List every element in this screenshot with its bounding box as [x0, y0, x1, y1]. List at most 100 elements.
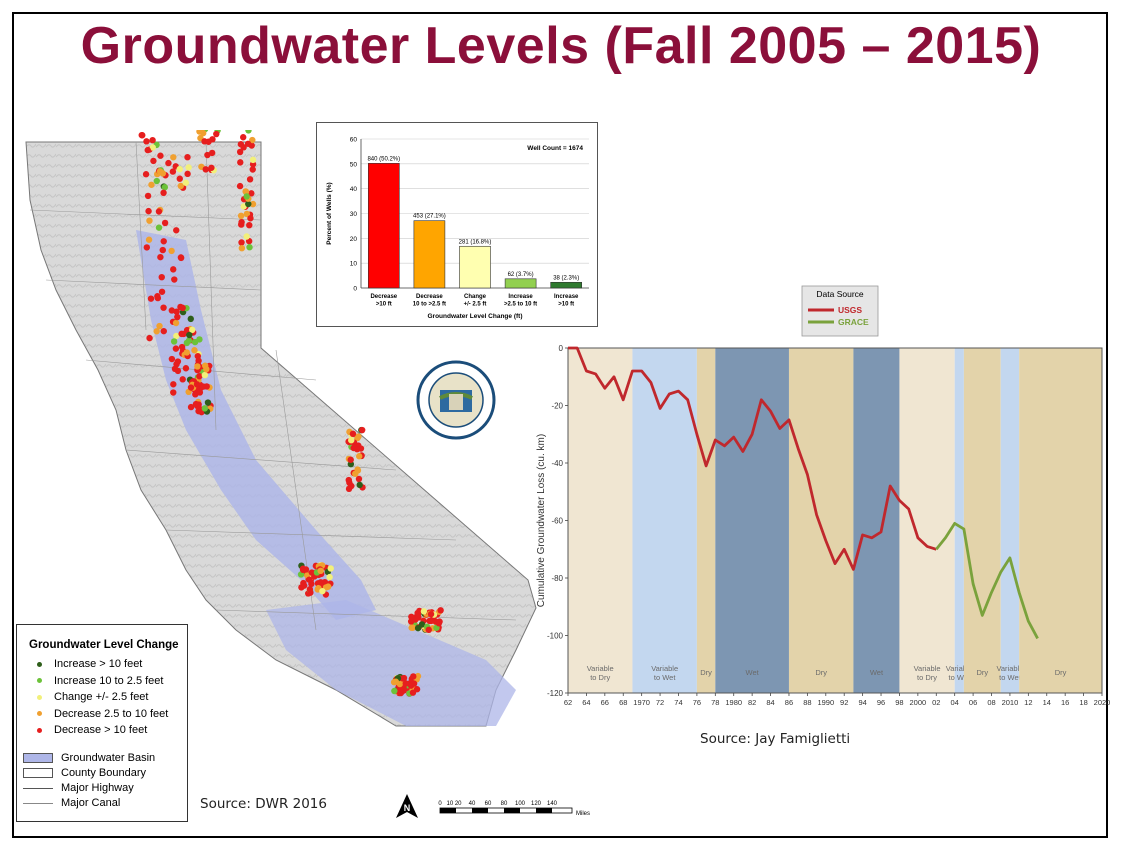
well-point — [172, 319, 180, 327]
legend-label: Major Highway — [61, 782, 134, 794]
well-point — [247, 215, 254, 222]
well-point — [191, 347, 198, 354]
well-point — [146, 334, 153, 342]
scale-unit: Miles — [576, 811, 590, 817]
well-point — [317, 567, 324, 575]
period-label: Variable — [946, 664, 973, 673]
line-ytick-label: -80 — [551, 574, 563, 583]
well-point — [160, 304, 167, 311]
bar-category-label: Decrease — [370, 294, 397, 300]
legend-marker — [37, 727, 42, 733]
line-xtick-label: 2020 — [1094, 698, 1110, 707]
line-ytick-label: -100 — [547, 632, 564, 641]
period-label: to Dry — [590, 673, 610, 682]
well-point — [196, 373, 203, 380]
well-point — [185, 337, 193, 344]
legend-label: Major Canal — [61, 797, 121, 809]
scale-tick-label: 120 — [531, 801, 542, 807]
well-point — [306, 576, 313, 583]
well-point — [244, 140, 252, 147]
well-points — [138, 130, 444, 697]
line-legend-label: USGS — [838, 305, 862, 315]
line-xtick-label: 72 — [656, 698, 664, 707]
line-xtick-label: 82 — [748, 698, 756, 707]
legend-swatch — [23, 753, 53, 763]
well-point — [410, 673, 417, 680]
period-band — [788, 348, 854, 693]
line-xtick-label: 16 — [1061, 698, 1069, 707]
line-legend-title: Data Source — [816, 289, 864, 299]
well-point — [155, 224, 163, 231]
line-xtick-label: 1990 — [817, 698, 834, 707]
well-point — [184, 154, 191, 161]
bar-data-label: 38 (2.3%) — [553, 275, 579, 281]
line-ytick-label: 0 — [559, 344, 564, 353]
slide-title: Groundwater Levels (Fall 2005 – 2015) — [80, 17, 1042, 75]
bar-data-label: 840 (50.2%) — [367, 156, 400, 162]
well-point — [160, 327, 167, 335]
bar — [413, 220, 446, 289]
bar-y-label: Percent of Wells (%) — [326, 182, 333, 244]
well-point — [144, 146, 151, 154]
well-point — [324, 583, 332, 590]
period-band — [853, 348, 900, 693]
well-point — [326, 573, 333, 581]
well-point — [179, 304, 186, 312]
well-point — [237, 141, 245, 148]
legend-marker — [37, 661, 42, 667]
legend-item: Increase 10 to 2.5 feet — [37, 674, 163, 688]
well-point — [240, 134, 247, 141]
period-band — [568, 348, 633, 693]
legend-title: Groundwater Level Change — [29, 639, 179, 651]
well-point — [358, 426, 366, 434]
legend-marker — [37, 711, 42, 716]
well-point — [408, 624, 415, 631]
well-point — [249, 166, 256, 173]
scale-tick-label: 0 — [438, 801, 442, 807]
well-point — [155, 208, 163, 215]
well-point — [350, 444, 357, 452]
legend-item: Increase > 10 feet — [37, 657, 142, 671]
well-point — [170, 338, 178, 345]
well-point — [156, 168, 164, 175]
groundwater-basin-central — [136, 230, 376, 620]
line-xtick-label: 74 — [674, 698, 682, 707]
map-legend: Groundwater Level Change Increase > 10 f… — [16, 624, 188, 822]
legend-label: County Boundary — [61, 767, 146, 779]
well-point — [170, 266, 177, 273]
well-point — [319, 587, 326, 595]
well-point — [179, 376, 186, 383]
period-label: Dry — [700, 668, 712, 677]
well-point — [143, 244, 151, 251]
well-point — [249, 156, 257, 164]
well-point — [427, 610, 435, 618]
well-point — [243, 193, 250, 200]
legend-item: Decrease 2.5 to 10 feet — [37, 707, 168, 721]
line-xtick-label: 04 — [951, 698, 959, 707]
well-point — [177, 254, 185, 261]
well-point — [170, 389, 177, 396]
period-label: Variable — [587, 664, 614, 673]
bar-category-label: 10 to >2.5 ft — [413, 302, 446, 308]
line-xtick-label: 92 — [840, 698, 848, 707]
well-point — [185, 164, 192, 171]
period-label: to Wet — [999, 673, 1021, 682]
series-line-grace — [935, 522, 1039, 640]
well-point — [238, 239, 245, 246]
bar-data-label: 453 (27.1%) — [413, 214, 446, 220]
well-point — [145, 207, 152, 215]
bar-chart-panel: 0 10 20 30 40 50 60 840 (50.2%) Decrease >10 ft 45… — [316, 122, 598, 327]
bar-category-label: Change — [464, 294, 487, 300]
well-point — [145, 236, 153, 243]
well-point — [248, 190, 255, 197]
well-point — [182, 179, 190, 186]
legend-label: Decrease > 10 feet — [54, 724, 148, 736]
well-point — [191, 338, 199, 346]
well-point — [161, 219, 169, 227]
series-line-usgs — [568, 346, 937, 571]
legend-marker — [37, 678, 42, 683]
legend-item: Major Highway — [23, 781, 134, 795]
well-point — [158, 288, 166, 295]
period-label: to Wet — [949, 673, 971, 682]
well-point — [178, 330, 185, 338]
